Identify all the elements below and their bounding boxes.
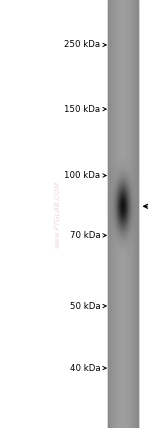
Bar: [135, 0, 136, 428]
Bar: [128, 0, 129, 428]
Text: 70 kDa: 70 kDa: [70, 231, 100, 240]
Bar: [120, 0, 121, 428]
Bar: [126, 0, 127, 428]
Bar: [118, 0, 119, 428]
Text: 40 kDa: 40 kDa: [70, 363, 100, 373]
Bar: [108, 0, 109, 428]
Bar: [127, 0, 128, 428]
Bar: [112, 0, 113, 428]
Bar: [108, 0, 109, 428]
Bar: [120, 0, 121, 428]
Bar: [130, 0, 131, 428]
Bar: [115, 0, 116, 428]
Bar: [133, 0, 134, 428]
Text: 250 kDa: 250 kDa: [64, 40, 100, 50]
Bar: [129, 0, 130, 428]
Bar: [114, 0, 115, 428]
Bar: [114, 0, 115, 428]
Bar: [125, 0, 126, 428]
Bar: [136, 0, 137, 428]
Text: www.PTGLAB.COM: www.PTGLAB.COM: [54, 181, 60, 247]
Bar: [121, 0, 122, 428]
Bar: [135, 0, 136, 428]
Bar: [116, 0, 117, 428]
Bar: [137, 0, 138, 428]
Bar: [134, 0, 135, 428]
Bar: [129, 0, 130, 428]
Bar: [132, 0, 133, 428]
Bar: [118, 0, 119, 428]
Bar: [111, 0, 112, 428]
Bar: [132, 0, 133, 428]
Bar: [126, 0, 127, 428]
Bar: [124, 0, 125, 428]
Bar: [113, 0, 114, 428]
Bar: [123, 0, 124, 428]
Bar: [122, 0, 123, 428]
Text: 150 kDa: 150 kDa: [64, 104, 100, 114]
Bar: [110, 0, 111, 428]
Bar: [119, 0, 120, 428]
Bar: [112, 0, 113, 428]
Bar: [111, 0, 112, 428]
Bar: [117, 0, 118, 428]
Text: 50 kDa: 50 kDa: [70, 301, 100, 311]
Bar: [123, 0, 124, 428]
Bar: [124, 0, 125, 428]
Bar: [136, 0, 137, 428]
Bar: [131, 0, 132, 428]
Bar: [130, 0, 131, 428]
Bar: [109, 0, 110, 428]
Text: 100 kDa: 100 kDa: [64, 171, 100, 180]
Bar: [117, 0, 118, 428]
